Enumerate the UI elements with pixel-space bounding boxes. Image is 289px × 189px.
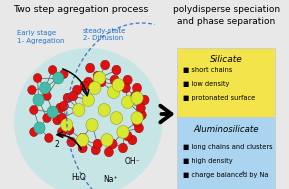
Circle shape — [131, 91, 143, 105]
Circle shape — [123, 131, 132, 141]
Circle shape — [86, 63, 95, 73]
Circle shape — [60, 70, 68, 78]
Circle shape — [28, 85, 36, 94]
Text: ■ charge balanced by Na: ■ charge balanced by Na — [183, 172, 268, 178]
Circle shape — [53, 115, 62, 125]
Circle shape — [134, 123, 143, 133]
Circle shape — [93, 71, 105, 84]
Circle shape — [55, 103, 65, 113]
Circle shape — [108, 139, 117, 149]
Circle shape — [69, 91, 78, 101]
Circle shape — [33, 94, 44, 106]
Bar — [177, 48, 275, 117]
Circle shape — [43, 114, 51, 122]
Circle shape — [112, 65, 121, 75]
Circle shape — [58, 113, 66, 123]
Circle shape — [33, 74, 42, 83]
Circle shape — [108, 85, 120, 98]
Text: Two step agregation process: Two step agregation process — [13, 5, 149, 14]
Circle shape — [63, 93, 72, 103]
Circle shape — [40, 82, 51, 94]
Circle shape — [73, 85, 81, 95]
Text: ■ protonated surface: ■ protonated surface — [183, 95, 255, 101]
Text: polydisperse speciation
and phase separation: polydisperse speciation and phase separa… — [173, 5, 280, 26]
Circle shape — [131, 112, 143, 125]
Circle shape — [77, 133, 89, 146]
Circle shape — [86, 119, 98, 132]
Circle shape — [133, 117, 142, 127]
Text: ■ long chains and clusters: ■ long chains and clusters — [183, 144, 273, 150]
Circle shape — [101, 60, 110, 70]
Circle shape — [93, 71, 102, 81]
Circle shape — [136, 103, 145, 113]
Text: ■ low density: ■ low density — [183, 81, 229, 87]
Circle shape — [61, 119, 73, 132]
Ellipse shape — [14, 48, 162, 189]
Circle shape — [59, 101, 68, 111]
Circle shape — [34, 122, 45, 134]
Circle shape — [110, 75, 119, 85]
Circle shape — [53, 72, 64, 84]
Circle shape — [89, 81, 101, 94]
Text: +: + — [241, 170, 245, 175]
Text: steady-state
2- Diffusion: steady-state 2- Diffusion — [83, 28, 126, 42]
Circle shape — [101, 133, 113, 146]
Circle shape — [121, 83, 130, 93]
Circle shape — [47, 106, 58, 118]
Text: H₂O: H₂O — [71, 174, 86, 183]
Circle shape — [91, 145, 100, 155]
Circle shape — [110, 112, 123, 125]
Text: OH⁻: OH⁻ — [125, 157, 140, 167]
Circle shape — [45, 133, 53, 143]
Circle shape — [97, 77, 106, 87]
Circle shape — [78, 143, 87, 153]
Text: Early stage
1- Agregation: Early stage 1- Agregation — [17, 30, 64, 43]
FancyArrowPatch shape — [160, 106, 171, 122]
Text: ■ short chains: ■ short chains — [183, 67, 232, 73]
Circle shape — [43, 91, 51, 101]
Text: Na⁺: Na⁺ — [103, 176, 118, 184]
Circle shape — [93, 139, 102, 149]
Circle shape — [80, 81, 89, 91]
Text: ■ high density: ■ high density — [183, 158, 233, 164]
Circle shape — [98, 104, 110, 116]
Circle shape — [122, 95, 134, 108]
Circle shape — [73, 104, 85, 116]
Circle shape — [133, 83, 142, 93]
Circle shape — [65, 125, 74, 135]
Circle shape — [118, 143, 127, 153]
Circle shape — [128, 135, 137, 145]
Circle shape — [140, 95, 149, 105]
Circle shape — [131, 91, 140, 101]
Circle shape — [123, 75, 132, 85]
Circle shape — [29, 105, 38, 115]
Text: 1: 1 — [79, 83, 84, 92]
Circle shape — [104, 147, 113, 157]
Circle shape — [112, 78, 124, 91]
Circle shape — [48, 66, 57, 74]
Circle shape — [82, 94, 95, 106]
Circle shape — [58, 127, 66, 137]
Circle shape — [84, 77, 93, 87]
Circle shape — [67, 137, 76, 147]
Circle shape — [137, 110, 146, 120]
Text: Aluminosilicate: Aluminosilicate — [193, 125, 259, 135]
Circle shape — [117, 125, 129, 139]
Text: 2: 2 — [55, 140, 59, 149]
Bar — [177, 117, 275, 189]
Circle shape — [29, 128, 38, 136]
Circle shape — [78, 133, 87, 143]
Text: Silicate: Silicate — [210, 54, 242, 64]
